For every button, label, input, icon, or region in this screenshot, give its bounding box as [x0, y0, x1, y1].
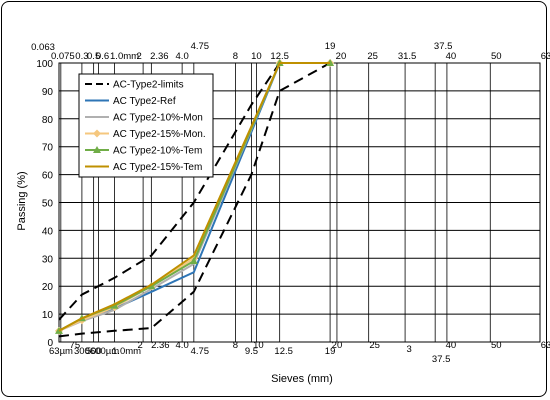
x-top-tick-label: 1.0mm [110, 51, 139, 62]
legend-marker [93, 146, 101, 153]
x-bottom-tick-label: 63µm [49, 346, 73, 357]
x-top-tick-label: 4.75 [191, 41, 210, 52]
y-tick-label: 30 [42, 254, 54, 265]
x-bottom-tick-label: 20 [332, 340, 343, 351]
x-top-tick-label: 0.6 [96, 51, 109, 62]
x-top-tick-label: 31.5 [398, 51, 417, 62]
x-bottom-tick-label: 3 [406, 344, 411, 355]
x-bottom-tick-label: 1.0mm [112, 346, 141, 357]
x-top-tick-label: 2 [136, 51, 141, 62]
x-top-tick-label: 0.075 [51, 51, 75, 62]
legend-label: AC Type2-10%-Tem [113, 146, 202, 157]
limits-line [58, 62, 281, 321]
x-bottom-tick-label: 500 [86, 346, 102, 357]
x-bottom-tick-label: 40 [446, 340, 457, 351]
x-top-tick-label: 0.5 [87, 51, 100, 62]
x-bottom-tick-label: 300 [74, 346, 90, 357]
x-top-tick-label: 63 [541, 51, 550, 62]
x-top-tick-label: 12.5 [270, 51, 289, 62]
legend: AC-Type2-limits AC Type2-Ref AC Type2-10%-… [78, 73, 214, 178]
x-bottom-tick-label: 2 [137, 340, 142, 351]
legend-label: AC Type2-Ref [113, 96, 176, 107]
x-bottom-tick-label: 19 [325, 346, 336, 357]
series-point [189, 257, 198, 265]
x-top-tick-label: 8 [233, 51, 238, 62]
legend-label: AC-Type2-limits [113, 80, 184, 91]
x-bottom-tick-label: 10 [253, 340, 264, 351]
x-top-tick-label: 50 [491, 51, 502, 62]
y-tick-label: 80 [42, 115, 54, 126]
x-bottom-tick-label: 8 [233, 340, 238, 351]
x-top-tick-label: 10 [251, 51, 262, 62]
legend-marker [93, 129, 101, 138]
x-bottom-tick-label: 75 [70, 340, 81, 351]
x-bottom-tick-label: 12.5 [274, 346, 293, 357]
x-bottom-tick-label: 4.0 [176, 340, 189, 351]
y-tick-label: 90 [42, 87, 54, 98]
x-top-tick-label: 20 [336, 51, 347, 62]
x-bottom-tick-label: 4.75 [191, 346, 210, 357]
y-tick-label: 60 [42, 171, 54, 182]
series-line [58, 62, 331, 332]
y-tick-label: 40 [42, 226, 54, 237]
legend-box [78, 73, 214, 178]
y-tick-label: 0 [47, 338, 53, 349]
x-axis-label: Sieves (mm) [271, 373, 333, 385]
x-bottom-tick-label: 37.5 [432, 354, 451, 365]
x-bottom-tick-label: 600µm [90, 346, 119, 357]
x-top-tick-label: 19 [325, 41, 336, 52]
y-axis-label: Passing (%) [16, 171, 28, 230]
x-bottom-tick-label: 2.36 [151, 340, 170, 351]
limits-line [58, 62, 331, 338]
legend-label: AC Type2-10%-Mon [113, 113, 203, 124]
x-top-tick-label: 0.3 [75, 51, 88, 62]
x-top-tick-label: 40 [446, 51, 457, 62]
x-bottom-tick-label: 9.5 [245, 346, 258, 357]
x-top-tick-label: 4.0 [176, 51, 189, 62]
legend-label: AC Type2-15%-Tem [113, 162, 202, 173]
x-top-tick-label: 2.36 [150, 51, 169, 62]
series-lines [55, 59, 335, 338]
x-bottom-tick-label: 50 [491, 340, 502, 351]
x-top-tick-label: 0.063 [31, 42, 55, 53]
x-top-tick-label: 37.5 [434, 41, 453, 52]
legend-label: AC Type2-15%-Mon. [113, 129, 206, 140]
x-top-tick-label: 25 [367, 51, 378, 62]
y-tick-label: 70 [42, 143, 54, 154]
y-tick-label: 10 [42, 310, 54, 321]
y-tick-label: 20 [42, 282, 54, 293]
x-bottom-tick-label: 25 [369, 340, 380, 351]
y-tick-label: 50 [42, 199, 54, 210]
y-tick-label: 100 [36, 59, 53, 70]
x-bottom-tick-label: 63 [541, 340, 550, 351]
